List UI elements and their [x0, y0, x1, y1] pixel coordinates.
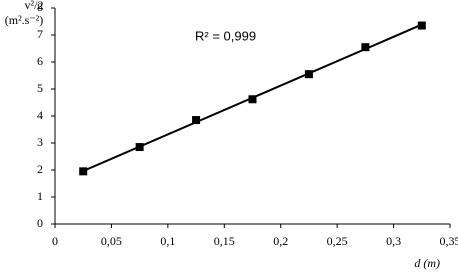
- y-tick-label: 7: [37, 27, 43, 41]
- data-point: [248, 95, 257, 104]
- y-tick-label: 1: [37, 189, 43, 203]
- x-tick-label: 0,25: [327, 234, 348, 248]
- annotation: R² = 0,999: [195, 28, 256, 43]
- data-point: [192, 116, 201, 125]
- data-point: [135, 143, 144, 152]
- data-point: [417, 21, 426, 30]
- y-tick-label: 8: [37, 0, 43, 14]
- y-tick-label: 3: [37, 135, 43, 149]
- data-point: [304, 70, 313, 79]
- data-point: [361, 43, 370, 52]
- x-tick-label: 0,1: [160, 234, 175, 248]
- y-tick-label: 2: [37, 162, 43, 176]
- y-axis-unit: (m².s⁻²): [5, 13, 44, 27]
- x-tick-label: 0,2: [273, 234, 288, 248]
- x-tick-label: 0,15: [214, 234, 235, 248]
- x-tick-label: 0: [52, 234, 58, 248]
- x-tick-label: 0,05: [101, 234, 122, 248]
- y-tick-label: 6: [37, 54, 43, 68]
- x-axis-label: d (m): [414, 256, 440, 270]
- y-tick-label: 4: [37, 108, 43, 122]
- x-tick-label: 0,35: [440, 234, 458, 248]
- x-tick-label: 0,3: [386, 234, 401, 248]
- y-axis-label: v²/2: [25, 0, 44, 12]
- y-tick-label: 5: [37, 81, 43, 95]
- y-tick-label: 0: [37, 216, 43, 230]
- data-point: [79, 167, 88, 176]
